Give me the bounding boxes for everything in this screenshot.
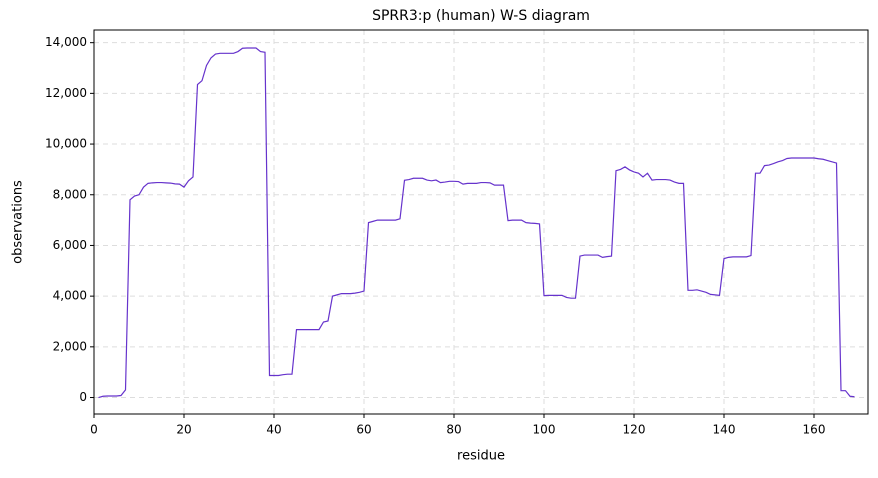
y-axis-label: observations [11, 180, 26, 264]
y-tick-label: 8,000 [53, 187, 87, 201]
plot-frame [93, 29, 869, 415]
data-line [98, 47, 855, 399]
x-tick-label: 140 [713, 423, 736, 437]
chart-title: SPRR3:p (human) W-S diagram [372, 8, 590, 24]
x-tick-label: 80 [446, 423, 461, 437]
x-tick-label: 100 [533, 423, 556, 437]
y-tick-label: 4,000 [53, 289, 87, 303]
x-tick-label: 0 [90, 423, 98, 437]
x-tick-label: 20 [176, 423, 191, 437]
x-axis-label: residue [457, 449, 505, 464]
y-tick-label: 6,000 [53, 238, 87, 252]
x-tick-label: 60 [356, 423, 371, 437]
y-tick-label: 10,000 [45, 137, 87, 151]
x-tick-label: 120 [623, 423, 646, 437]
y-tick-label: 0 [79, 390, 87, 404]
y-tick-label: 2,000 [53, 339, 87, 353]
x-tick-label: 40 [266, 423, 281, 437]
y-tick-label: 12,000 [45, 86, 87, 100]
x-tick-label: 160 [803, 423, 826, 437]
y-tick-label: 14,000 [45, 35, 87, 49]
